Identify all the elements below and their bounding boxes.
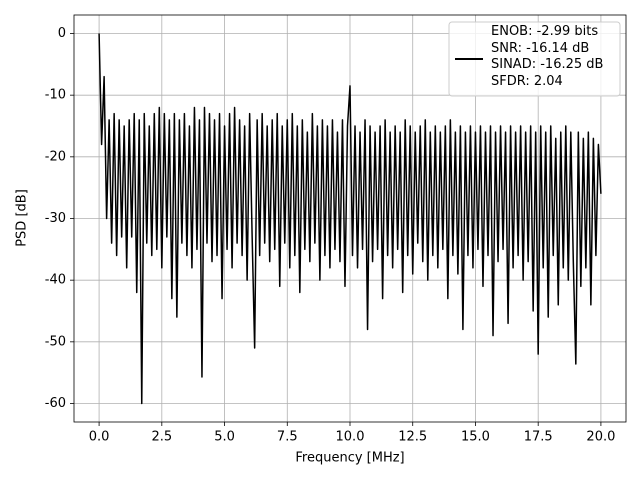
legend-box xyxy=(448,21,621,97)
x-tick-label: 0.0 xyxy=(89,430,110,445)
line-series xyxy=(98,33,602,405)
x-tick-label: 17.5 xyxy=(524,430,553,445)
x-tick-label: 2.5 xyxy=(151,430,172,445)
y-tick-label: -50 xyxy=(45,334,66,349)
x-tick-label: 10.0 xyxy=(336,430,365,445)
y-tick-label: -30 xyxy=(45,211,66,226)
y-tick-label: -10 xyxy=(45,88,66,103)
x-tick-label: 12.5 xyxy=(398,430,427,445)
x-tick-label: 7.5 xyxy=(277,430,298,445)
x-tick-label: 15.0 xyxy=(461,430,490,445)
y-axis-label: PSD [dB] xyxy=(15,189,30,247)
x-axis-label: Frequency [MHz] xyxy=(295,451,404,466)
plot xyxy=(98,33,602,405)
y-tick-label: -20 xyxy=(45,149,66,164)
y-tick-label: -40 xyxy=(45,273,66,288)
x-tick-label: 5.0 xyxy=(214,430,235,445)
x-tick-label: 20.0 xyxy=(586,430,615,445)
y-tick-label: -60 xyxy=(45,396,66,411)
y-tick-label: 0 xyxy=(58,26,66,41)
legend-label: ENOB: -2.99 bits SNR: -16.14 dB SINAD: -… xyxy=(491,24,604,89)
